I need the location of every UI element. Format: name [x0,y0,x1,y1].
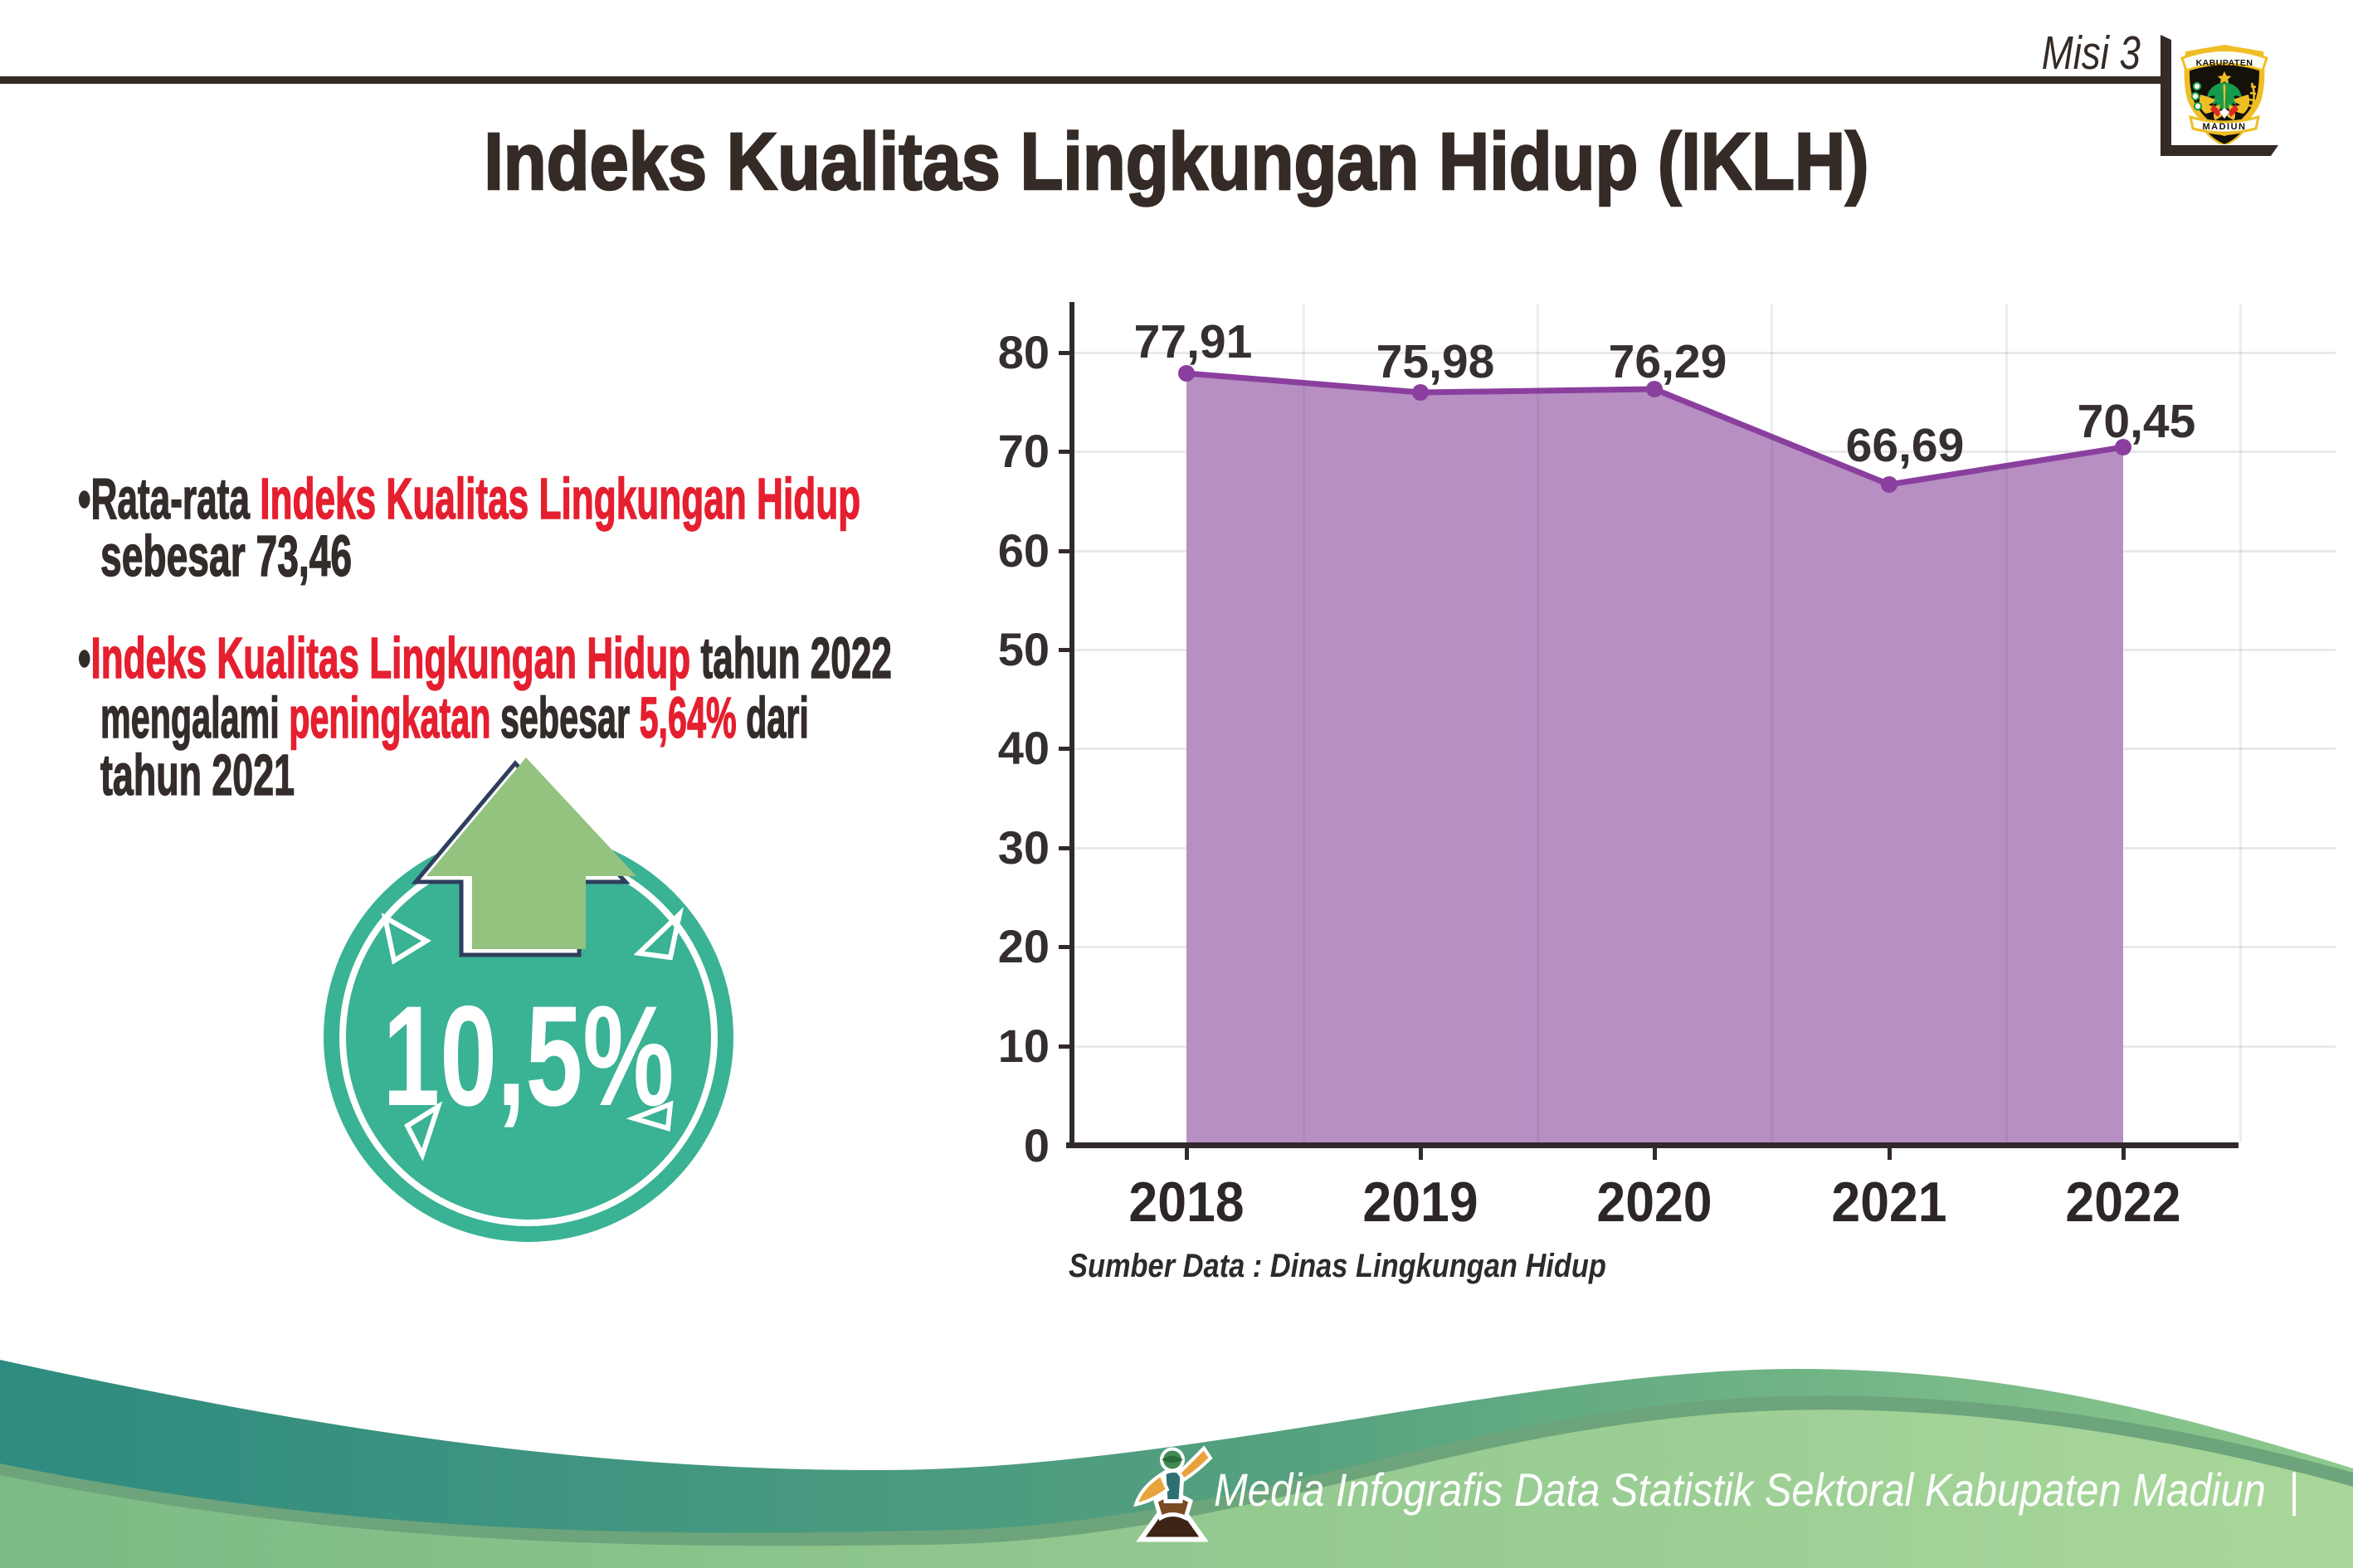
svg-text:MADIUN: MADIUN [2203,122,2247,132]
svg-text:KABUPATEN: KABUPATEN [2196,58,2253,68]
